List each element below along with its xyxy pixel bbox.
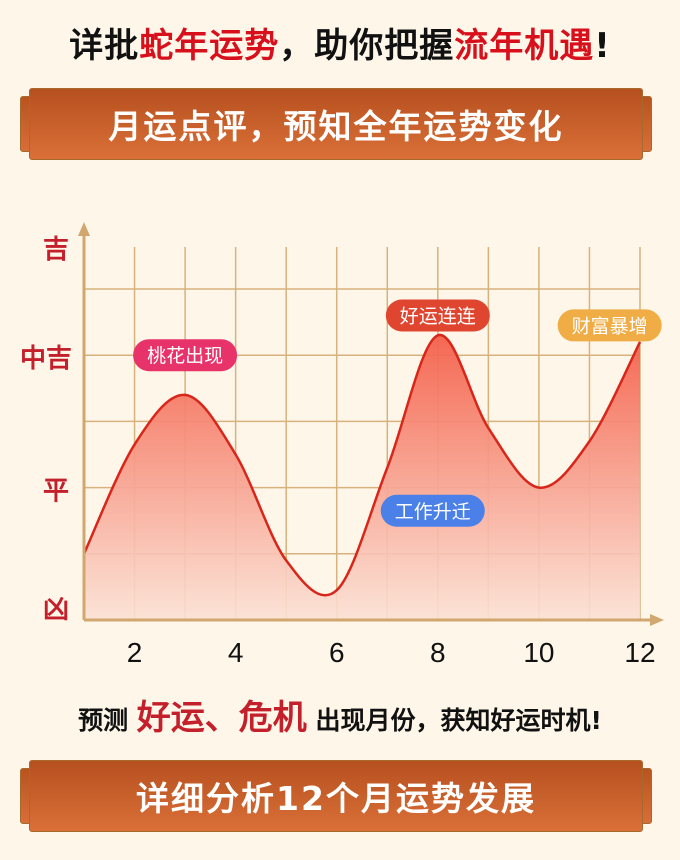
x-tick-label: 4	[228, 637, 244, 668]
annotation-label: 好运连连	[400, 305, 476, 327]
x-tick-label: 10	[523, 637, 554, 668]
annotation-label: 财富暴增	[572, 315, 648, 337]
x-tick-label: 12	[624, 637, 655, 668]
banner-top-text: 月运点评，预知全年运势变化	[108, 107, 564, 146]
x-tick-label: 2	[127, 637, 143, 668]
y-tick-label: 平	[43, 477, 69, 507]
subline-highlight: 好运、危机	[136, 698, 307, 738]
headline-part: 详批	[69, 26, 140, 66]
headline-highlight: 流年机遇	[454, 26, 595, 66]
banner-bottom: 详细分析12个月运势发展	[20, 760, 652, 832]
y-tick-label: 中吉	[20, 344, 72, 374]
headline: 详批蛇年运势，助你把握流年机遇!	[0, 18, 680, 67]
subline-part: 预测	[78, 706, 137, 735]
annotation-badge: 桃花出现	[133, 339, 238, 372]
series-line	[82, 334, 642, 597]
annotation-badge: 财富暴增	[557, 309, 662, 342]
x-tick-label: 6	[329, 637, 345, 668]
subline: 预测 好运、危机 出现月份，获知好运时机!	[0, 690, 680, 739]
annotation-badge-bg	[133, 339, 238, 372]
annotation-badge-bg	[557, 309, 662, 342]
subline-part: 出现月份，获知好运时机!	[306, 706, 602, 735]
y-tick-label: 凶	[43, 595, 69, 625]
headline-part: !	[594, 26, 611, 66]
annotation-label: 工作升迁	[395, 501, 471, 523]
headline-highlight: 蛇年运势	[139, 26, 280, 66]
annotation-badge: 工作升迁	[380, 494, 485, 527]
annotation-badge: 好运连连	[385, 299, 490, 332]
annotation-badge-bg	[380, 494, 485, 527]
y-tick-label: 吉	[43, 235, 69, 265]
banner-top: 月运点评，预知全年运势变化	[20, 88, 652, 160]
annotation-label: 桃花出现	[147, 345, 223, 367]
area-fill	[84, 334, 640, 620]
annotation-badge-bg	[385, 299, 490, 332]
headline-part: ，助你把握	[279, 26, 455, 66]
banner-bottom-text: 详细分析12个月运势发展	[136, 779, 536, 818]
x-tick-label: 8	[430, 637, 446, 668]
y-axis-arrow-icon	[78, 222, 90, 236]
x-axis-arrow-icon	[650, 614, 664, 626]
